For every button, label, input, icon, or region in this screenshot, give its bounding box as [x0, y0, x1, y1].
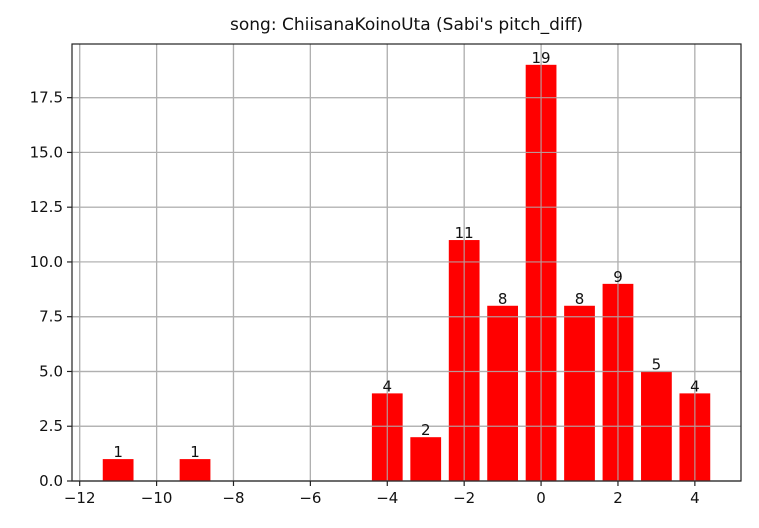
y-tick-label: 10.0 [30, 253, 63, 271]
bar-value-label: 4 [690, 377, 700, 395]
bar-value-label: 11 [455, 224, 474, 242]
x-tick-label: −8 [222, 489, 244, 507]
bar-value-label: 8 [498, 290, 508, 308]
x-tick-label: −12 [64, 489, 96, 507]
x-tick-label: 4 [690, 489, 700, 507]
x-tick-label: −6 [299, 489, 321, 507]
y-tick-label: 12.5 [30, 198, 63, 216]
bar [102, 459, 134, 481]
x-axis: −12 −10 −8 −6 −4 −2 0 2 4 [64, 481, 700, 507]
chart-title: song: ChiisanaKoinoUta (Sabi's pitch_dif… [230, 15, 583, 35]
bar-value-label: 8 [575, 290, 585, 308]
bar-value-label: 19 [532, 49, 551, 67]
bar [564, 305, 595, 481]
bar [179, 459, 211, 481]
bar [487, 305, 518, 481]
y-tick-label: 5.0 [39, 362, 63, 380]
x-tick-label: −10 [141, 489, 173, 507]
x-tick-label: 0 [536, 489, 546, 507]
bar-value-label: 1 [190, 443, 200, 461]
y-tick-label: 17.5 [30, 89, 63, 107]
bar-value-label: 1 [113, 443, 123, 461]
bar-value-label: 5 [652, 355, 662, 373]
y-tick-label: 7.5 [39, 308, 63, 326]
y-tick-label: 2.5 [39, 417, 63, 435]
x-tick-label: 2 [613, 489, 623, 507]
bar-value-label: 9 [613, 268, 623, 286]
x-tick-label: −2 [453, 489, 475, 507]
y-tick-label: 0.0 [39, 472, 63, 490]
y-tick-label: 15.0 [30, 143, 63, 161]
bar-value-label: 2 [421, 421, 431, 439]
y-axis: 0.0 2.5 5.0 7.5 10.0 12.5 15.0 17.5 [30, 89, 72, 490]
x-tick-label: −4 [376, 489, 398, 507]
bar-value-label: 4 [383, 377, 393, 395]
grid-lines-overlay [72, 44, 741, 482]
bar [410, 437, 442, 481]
